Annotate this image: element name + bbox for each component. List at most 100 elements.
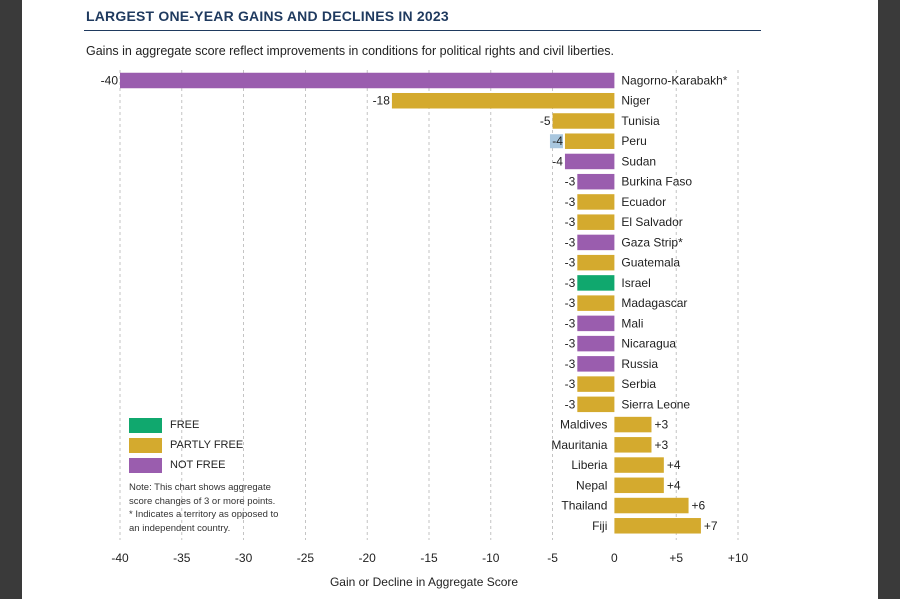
- category-label: Israel: [621, 276, 650, 290]
- value-label: -3: [565, 276, 576, 290]
- category-label: Sudan: [621, 154, 656, 168]
- value-label: -3: [565, 215, 576, 229]
- x-tick-label: -5: [547, 551, 558, 565]
- category-label: Serbia: [621, 377, 656, 391]
- bar: [614, 416, 652, 433]
- value-label: -4: [552, 154, 563, 168]
- value-label: -3: [565, 235, 576, 249]
- category-label: El Salvador: [621, 215, 682, 229]
- title-underline: [84, 30, 761, 31]
- bar: [577, 275, 615, 291]
- legend-label-not-free: NOT FREE: [170, 459, 226, 471]
- chart-title: LARGEST ONE-YEAR GAINS AND DECLINES IN 2…: [86, 8, 449, 24]
- value-label: +7: [704, 519, 718, 533]
- bar: [577, 335, 615, 352]
- x-tick-label: -35: [173, 551, 191, 565]
- category-label: Ecuador: [621, 195, 666, 209]
- bar: [577, 234, 615, 251]
- legend-swatch-not-free: [129, 457, 162, 473]
- value-label: -3: [565, 195, 576, 209]
- value-label: -40: [101, 74, 119, 88]
- category-label: Gaza Strip*: [621, 235, 683, 249]
- value-label: -3: [565, 397, 576, 411]
- category-label: Niger: [621, 94, 650, 108]
- bar: [577, 194, 615, 210]
- legend-item-partly-free: PARTLY FREE: [129, 437, 243, 453]
- value-label: -3: [565, 337, 576, 351]
- x-tick-label: +10: [728, 551, 749, 565]
- bar: [577, 214, 615, 230]
- chart-note: Note: This chart shows aggregate score c…: [129, 481, 304, 535]
- viewer-frame-left: [0, 0, 22, 599]
- x-tick-label: 0: [611, 551, 618, 565]
- bar: [614, 437, 652, 453]
- x-tick-label: +5: [669, 551, 683, 565]
- value-label: -3: [565, 175, 576, 189]
- x-tick-label: -25: [297, 551, 315, 565]
- x-axis-label: Gain or Decline in Aggregate Score: [330, 575, 518, 589]
- category-label: Thailand: [561, 499, 607, 513]
- bar: [120, 72, 615, 89]
- legend-swatch-free: [129, 417, 162, 433]
- bar: [577, 173, 615, 190]
- bar: [577, 295, 615, 311]
- bar: [577, 315, 615, 332]
- bar: [577, 254, 615, 271]
- x-tick-label: -20: [359, 551, 377, 565]
- category-label: Nicaragua: [621, 337, 676, 351]
- value-label: -3: [565, 316, 576, 330]
- category-label: Nepal: [576, 478, 607, 492]
- bar: [577, 396, 615, 413]
- category-label: Russia: [621, 357, 658, 371]
- category-label: Sierra Leone: [621, 397, 690, 411]
- bar: [577, 356, 615, 372]
- value-label-highlight: [549, 134, 563, 149]
- bar: [577, 376, 615, 392]
- legend-label-partly-free: PARTLY FREE: [170, 439, 244, 451]
- category-label: Madagascar: [621, 296, 687, 310]
- bar: [614, 477, 664, 494]
- x-tick-label: -10: [482, 551, 500, 565]
- value-label: -3: [565, 256, 576, 270]
- category-label: Maldives: [560, 418, 607, 432]
- value-label: +4: [667, 478, 681, 492]
- value-label: -18: [373, 94, 391, 108]
- category-label: Nagorno-Karabakh*: [621, 74, 727, 88]
- value-label: +4: [667, 458, 681, 472]
- bar: [614, 457, 664, 473]
- value-label: -3: [565, 296, 576, 310]
- category-label: Burkina Faso: [621, 175, 692, 189]
- value-label: -3: [565, 357, 576, 371]
- bar: [614, 497, 689, 514]
- category-label: Mali: [621, 316, 643, 330]
- note-line: score changes of 3 or more points.: [129, 495, 276, 507]
- value-label: +6: [692, 499, 706, 513]
- x-tick-label: -30: [235, 551, 253, 565]
- category-label: Fiji: [592, 519, 607, 533]
- chart-subtitle: Gains in aggregate score reflect improve…: [86, 44, 615, 58]
- note-line: Note: This chart shows aggregate: [129, 482, 271, 493]
- value-label: -3: [565, 377, 576, 391]
- value-label: +3: [654, 438, 668, 452]
- bar: [391, 92, 615, 109]
- category-label: Guatemala: [621, 256, 680, 270]
- x-tick-label: -40: [111, 551, 129, 565]
- legend-swatch-partly-free: [129, 437, 162, 453]
- bar: [564, 133, 615, 149]
- category-label: Mauritania: [551, 438, 607, 452]
- value-label: -4: [552, 134, 563, 148]
- category-label: Tunisia: [621, 114, 660, 128]
- legend-item-not-free: NOT FREE: [129, 457, 225, 473]
- legend-label-free: FREE: [170, 419, 200, 431]
- category-label: Peru: [621, 134, 646, 148]
- value-label: +3: [654, 418, 668, 432]
- bar: [614, 518, 701, 534]
- category-label: Liberia: [571, 458, 607, 472]
- bar: [552, 113, 615, 129]
- legend-item-free: FREE: [129, 417, 199, 433]
- viewer-frame-right: [878, 0, 900, 599]
- note-line: an independent country.: [129, 522, 231, 534]
- note-line: * Indicates a territory as opposed to: [129, 509, 279, 520]
- bar: [564, 153, 615, 170]
